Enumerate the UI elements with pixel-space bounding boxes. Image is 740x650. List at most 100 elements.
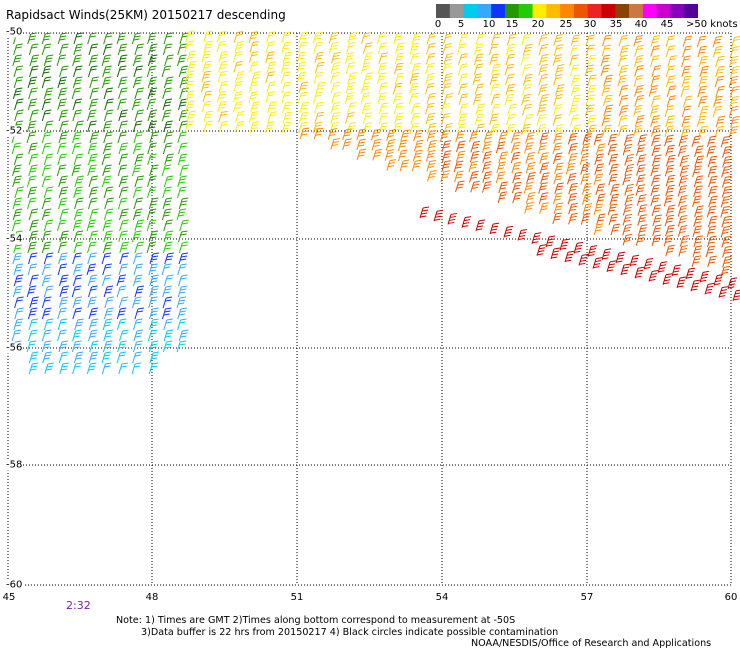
wind-barb [162, 43, 173, 56]
wind-barb [454, 170, 464, 183]
wind-barb [602, 94, 613, 107]
wind-barb [553, 94, 563, 106]
colorbar-swatch [532, 4, 547, 18]
wind-barb [609, 183, 620, 196]
wind-barb [536, 244, 547, 256]
wind-barb [27, 241, 37, 254]
wind-barb [568, 104, 579, 116]
wind-barb [58, 296, 69, 309]
wind-barb [87, 274, 98, 287]
wind-barb [101, 362, 112, 375]
wind-barb [662, 273, 673, 285]
wind-barb [636, 154, 647, 166]
scale-label-25: 25 [559, 19, 573, 30]
wind-barb [28, 351, 39, 364]
wind-barb [665, 144, 675, 157]
wind-barb [27, 186, 38, 199]
wind-barb [525, 131, 535, 144]
wind-barb [328, 31, 339, 44]
wind-barb [184, 40, 195, 53]
wind-barb [708, 195, 718, 208]
y-tick-58: -58 [5, 459, 24, 471]
wind-barb [118, 296, 129, 309]
wind-barb [622, 223, 632, 236]
wind-barb [677, 195, 688, 207]
wind-barb [13, 318, 23, 331]
wind-barb [426, 122, 437, 135]
wind-barb [483, 131, 494, 143]
wind-barb [58, 274, 69, 287]
wind-barb [296, 51, 307, 64]
wind-barb [41, 208, 52, 221]
scale-label-0: 0 [434, 19, 442, 30]
wind-barb [186, 110, 196, 123]
wind-barb [634, 44, 644, 57]
colorbar-swatch [518, 4, 534, 18]
wind-barb [553, 34, 563, 46]
wind-barb [408, 92, 419, 105]
wind-barb [394, 72, 405, 85]
wind-barb [512, 171, 522, 184]
wind-barb [623, 133, 634, 146]
wind-barb [665, 244, 675, 257]
wind-barb [134, 175, 144, 188]
wind-barb [103, 87, 114, 100]
wind-barb [410, 102, 421, 115]
wind-barb [72, 296, 83, 309]
wind-barb [178, 65, 189, 78]
wind-barb [101, 252, 112, 265]
wind-barb [41, 241, 52, 254]
wind-barb [12, 208, 23, 221]
wind-barb [282, 101, 292, 114]
wind-barb [570, 114, 580, 126]
wind-barb [161, 208, 172, 221]
wind-barb [118, 76, 128, 89]
wind-barb [281, 121, 292, 134]
wind-barb [27, 76, 38, 89]
wind-barb [685, 267, 696, 280]
wind-barb [12, 175, 22, 188]
wind-barb [103, 307, 114, 320]
wind-barb [27, 252, 38, 265]
wind-barb [29, 54, 39, 67]
wind-barb [440, 170, 450, 182]
wind-barb [664, 105, 675, 117]
wind-barb [149, 274, 159, 287]
wind-barb [56, 164, 67, 177]
colorbar-swatch [670, 4, 685, 18]
wind-barb [705, 245, 716, 258]
wind-barb [186, 50, 197, 63]
wind-barb [187, 60, 197, 73]
wind-barb [678, 245, 688, 257]
wind-barb [89, 131, 100, 144]
wind-barb [714, 125, 725, 138]
wind-barb [71, 164, 82, 177]
wind-barb [620, 263, 631, 276]
wind-barb [184, 80, 195, 93]
map-grid [7, 32, 732, 586]
wind-barb [538, 192, 549, 204]
wind-barb [608, 173, 618, 186]
wind-barb [298, 121, 308, 134]
wind-barb [185, 100, 195, 113]
wind-barb [147, 54, 158, 67]
wind-barb [468, 160, 478, 173]
wind-barb [56, 54, 67, 67]
wind-barb [232, 50, 243, 63]
wind-barb [162, 142, 173, 155]
wind-barb [525, 151, 535, 164]
wind-barb [681, 115, 691, 128]
wind-barb [699, 65, 709, 78]
wind-barb [585, 34, 596, 47]
wind-barb [698, 75, 708, 88]
wind-barb [26, 131, 37, 144]
wind-barb [314, 111, 324, 124]
wind-barb [553, 192, 563, 205]
wind-barb [679, 165, 690, 177]
wind-barb [101, 175, 112, 188]
wind-barb [72, 274, 83, 287]
wind-barb [474, 83, 485, 96]
wind-barb [313, 71, 324, 84]
wind-barb [177, 186, 187, 199]
wind-barb [580, 163, 590, 175]
